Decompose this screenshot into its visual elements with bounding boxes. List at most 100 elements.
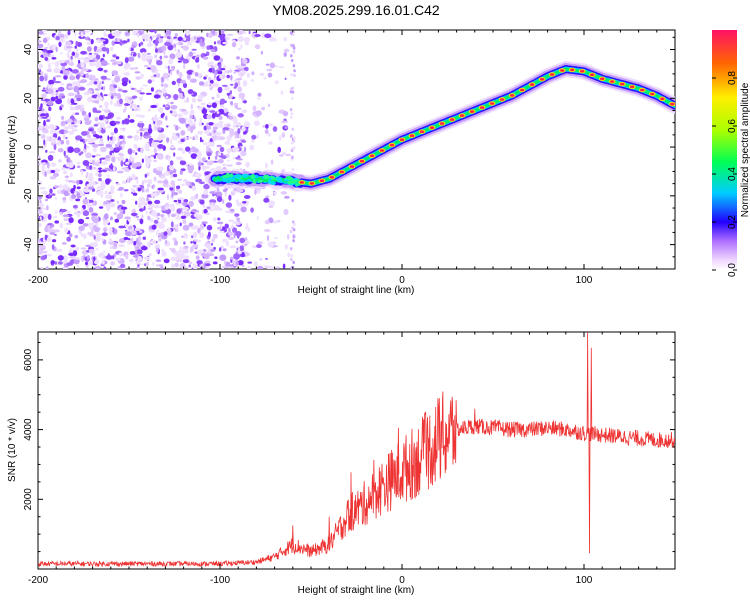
noise-speckle xyxy=(167,65,170,70)
noise-speckle xyxy=(259,72,265,77)
ridge-blob xyxy=(248,179,252,181)
noise-speckle xyxy=(237,260,244,266)
noise-speckle xyxy=(93,54,96,59)
ridge-peak xyxy=(449,118,455,121)
noise-speckle xyxy=(140,87,144,90)
x-tick-label: -100 xyxy=(210,275,230,286)
noise-speckle xyxy=(191,185,196,191)
colorbar-tick-label: 0.2 xyxy=(727,215,738,229)
noise-speckle xyxy=(42,87,46,90)
noise-speckle xyxy=(42,52,48,58)
noise-speckle xyxy=(244,240,250,245)
noise-speckle xyxy=(41,93,47,99)
noise-speckle xyxy=(237,247,241,254)
noise-speckle xyxy=(248,30,251,35)
noise-speckle xyxy=(233,71,236,74)
noise-speckle xyxy=(143,131,149,136)
noise-speckle xyxy=(265,257,268,260)
noise-speckle xyxy=(202,56,209,60)
noise-speckle xyxy=(183,99,188,103)
noise-speckle xyxy=(209,138,213,143)
noise-speckle xyxy=(130,212,138,217)
noise-speckle xyxy=(292,228,296,232)
noise-speckle xyxy=(88,186,94,190)
colorbar-tick-label: 0.4 xyxy=(727,167,738,181)
noise-speckle xyxy=(204,74,208,78)
noise-speckle xyxy=(50,162,57,167)
noise-speckle xyxy=(241,125,246,132)
noise-speckle xyxy=(238,68,245,71)
noise-speckle xyxy=(93,235,96,240)
noise-speckle xyxy=(182,259,190,264)
noise-speckle xyxy=(66,52,70,59)
noise-speckle xyxy=(284,77,287,81)
noise-speckle xyxy=(180,79,187,84)
noise-speckle xyxy=(136,130,141,134)
noise-speckle xyxy=(111,70,119,76)
noise-speckle xyxy=(191,235,194,239)
noise-speckle xyxy=(154,153,158,156)
noise-speckle xyxy=(225,123,231,128)
noise-speckle xyxy=(179,262,186,269)
noise-speckle xyxy=(263,197,270,203)
noise-speckle xyxy=(78,225,85,231)
x-tick-label: -200 xyxy=(28,575,48,586)
noise-speckle xyxy=(94,161,101,167)
noise-speckle xyxy=(234,213,240,217)
noise-speckle xyxy=(196,239,202,243)
noise-speckle xyxy=(85,261,88,266)
noise-speckle xyxy=(182,246,186,249)
ridge-blob xyxy=(222,174,229,179)
noise-speckle xyxy=(50,96,56,102)
noise-speckle xyxy=(188,200,194,207)
noise-speckle xyxy=(166,78,169,81)
noise-speckle xyxy=(218,115,223,120)
noise-speckle xyxy=(110,46,114,52)
noise-speckle xyxy=(130,187,134,192)
noise-speckle xyxy=(154,40,159,47)
ridge-blob xyxy=(268,177,273,180)
noise-speckle xyxy=(58,59,66,64)
noise-speckle xyxy=(153,140,160,143)
noise-speckle xyxy=(100,129,106,134)
noise-speckle xyxy=(113,242,118,247)
noise-speckle xyxy=(212,261,218,265)
ridge-peak xyxy=(479,106,485,109)
noise-speckle xyxy=(166,137,170,143)
noise-speckle xyxy=(109,146,114,151)
noise-speckle xyxy=(135,215,139,218)
noise-speckle xyxy=(63,150,66,156)
noise-speckle xyxy=(44,57,49,61)
noise-speckle xyxy=(71,180,77,184)
noise-speckle xyxy=(45,198,48,202)
noise-speckle xyxy=(135,76,141,80)
noise-speckle xyxy=(227,236,235,240)
noise-speckle xyxy=(100,192,104,198)
noise-speckle xyxy=(257,241,263,245)
noise-speckle xyxy=(199,117,203,123)
noise-speckle xyxy=(186,73,191,80)
noise-speckle xyxy=(103,69,108,73)
noise-speckle xyxy=(118,156,125,162)
noise-speckle xyxy=(217,152,222,156)
noise-speckle xyxy=(265,63,270,66)
noise-speckle xyxy=(50,83,54,90)
noise-speckle xyxy=(236,202,244,207)
noise-speckle xyxy=(105,255,113,260)
noise-speckle xyxy=(97,167,103,173)
noise-speckle xyxy=(272,220,278,224)
noise-speckle xyxy=(290,54,293,58)
noise-speckle xyxy=(153,154,156,159)
noise-speckle xyxy=(170,213,176,218)
noise-speckle xyxy=(154,54,158,59)
noise-speckle xyxy=(161,231,165,235)
noise-speckle xyxy=(153,147,158,154)
noise-speckle xyxy=(110,216,113,221)
noise-speckle xyxy=(202,142,208,146)
noise-speckle xyxy=(48,79,55,85)
noise-speckle xyxy=(218,63,222,70)
noise-speckle xyxy=(161,175,164,180)
noise-speckle xyxy=(173,152,176,157)
noise-speckle xyxy=(105,220,110,224)
noise-speckle xyxy=(178,189,183,194)
